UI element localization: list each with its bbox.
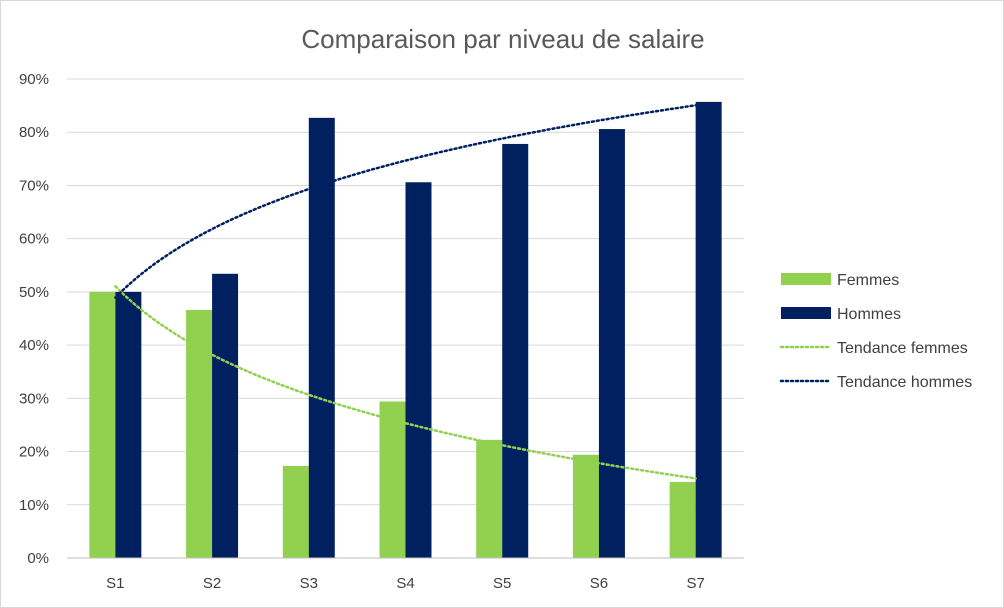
bar-hommes-s7 xyxy=(695,101,722,558)
legend: Femmes Hommes Tendance femmes Tendance homm… xyxy=(779,272,972,391)
y-tick-label: 0% xyxy=(27,550,49,567)
x-tick-label: S3 xyxy=(300,575,318,592)
bars xyxy=(89,101,722,559)
y-tick-label: 60% xyxy=(19,231,49,248)
legend-label: Hommes xyxy=(837,306,901,323)
trendline-femmes xyxy=(114,284,697,480)
y-tick-label: 20% xyxy=(19,444,49,461)
bar-hommes-s2 xyxy=(212,273,239,558)
legend-label: Femmes xyxy=(837,272,899,289)
y-tick-label: 90% xyxy=(19,71,49,88)
y-tick-label: 70% xyxy=(19,177,49,194)
bar-femmes-s7 xyxy=(669,481,696,558)
legend-label: Tendance femmes xyxy=(837,340,968,357)
y-tick-label: 10% xyxy=(19,497,49,514)
bar-hommes-s5 xyxy=(502,143,529,559)
y-tick-label: 40% xyxy=(19,337,49,354)
bar-femmes-s6 xyxy=(572,454,599,558)
x-tick-label: S4 xyxy=(396,575,414,592)
x-axis: S1 S2 S3 S4 S5 S6 S7 xyxy=(67,557,744,592)
y-axis: 0% 10% 20% 30% 40% 50% 60% 70% 80% 90% xyxy=(19,71,49,567)
x-tick-label: S7 xyxy=(686,575,704,592)
y-tick-label: 80% xyxy=(19,124,49,141)
x-tick-label: S5 xyxy=(493,575,511,592)
bar-femmes-s5 xyxy=(476,439,503,558)
x-tick-label: S6 xyxy=(590,575,608,592)
y-tick-label: 50% xyxy=(19,284,49,301)
bar-hommes-s3 xyxy=(308,117,335,558)
trendlines xyxy=(114,104,697,480)
bar-femmes-s2 xyxy=(186,309,213,558)
trendline-hommes xyxy=(114,104,697,299)
bar-femmes-s1 xyxy=(89,291,116,558)
legend-label: Tendance hommes xyxy=(837,374,972,391)
bar-hommes-s6 xyxy=(598,129,625,559)
legend-swatch xyxy=(781,273,831,285)
chart-title: Comparaison par niveau de salaire xyxy=(301,24,704,54)
bar-femmes-s4 xyxy=(379,401,406,558)
bar-hommes-s4 xyxy=(405,182,432,559)
x-tick-label: S1 xyxy=(106,575,124,592)
bar-femmes-s3 xyxy=(282,465,309,558)
bar-hommes-s1 xyxy=(115,291,142,558)
legend-swatch xyxy=(781,307,831,319)
x-tick-label: S2 xyxy=(203,575,221,592)
y-tick-label: 30% xyxy=(19,390,49,407)
